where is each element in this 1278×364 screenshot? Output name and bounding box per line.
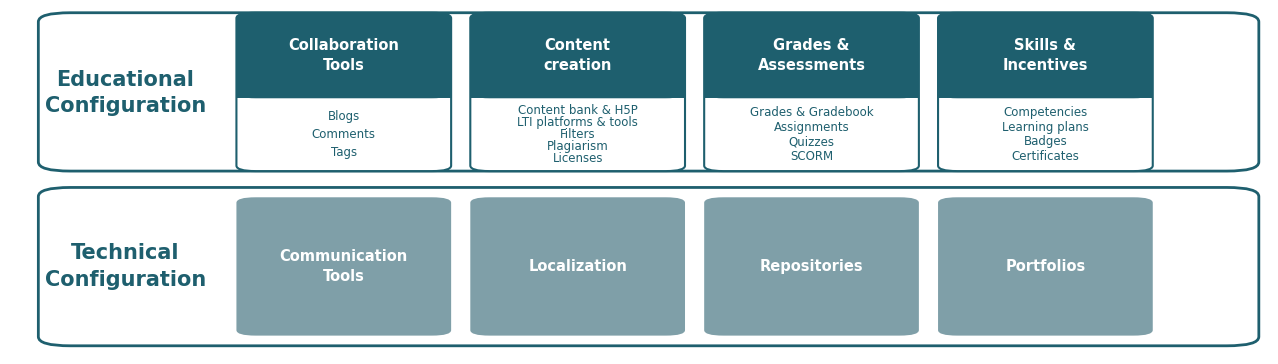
Bar [704,55,919,98]
FancyBboxPatch shape [470,13,685,171]
Text: Skills &
Incentives: Skills & Incentives [1003,39,1088,72]
Text: LTI platforms & tools: LTI platforms & tools [518,116,638,129]
Text: Assignments: Assignments [773,121,850,134]
Text: SCORM: SCORM [790,150,833,163]
FancyBboxPatch shape [236,13,451,171]
FancyBboxPatch shape [938,13,1153,171]
Text: Collaboration
Tools: Collaboration Tools [289,39,399,72]
FancyBboxPatch shape [704,13,919,171]
Text: Educational
Configuration: Educational Configuration [45,70,206,116]
FancyBboxPatch shape [236,197,451,336]
Text: Technical
Configuration: Technical Configuration [45,243,206,290]
Text: Localization: Localization [528,259,627,274]
Text: Filters: Filters [560,128,596,141]
FancyBboxPatch shape [704,197,919,336]
FancyBboxPatch shape [470,197,685,336]
Text: Grades &
Assessments: Grades & Assessments [758,39,865,72]
Text: Grades & Gradebook: Grades & Gradebook [750,106,873,119]
Bar [938,55,1153,98]
FancyBboxPatch shape [938,197,1153,336]
Text: Competencies: Competencies [1003,106,1088,119]
Text: Plagiarism: Plagiarism [547,140,608,153]
Text: Badges: Badges [1024,135,1067,149]
FancyBboxPatch shape [704,13,919,98]
Text: Tags: Tags [331,146,357,159]
Text: Repositories: Repositories [759,259,864,274]
Text: Licenses: Licenses [552,153,603,166]
Text: Quizzes: Quizzes [789,135,835,149]
FancyBboxPatch shape [236,13,451,98]
FancyBboxPatch shape [38,13,1259,171]
Bar [236,55,451,98]
FancyBboxPatch shape [470,13,685,98]
Text: Communication
Tools: Communication Tools [280,249,408,284]
FancyBboxPatch shape [38,187,1259,346]
Text: Content bank & H5P: Content bank & H5P [518,104,638,117]
Text: Certificates: Certificates [1011,150,1080,163]
Text: Content
creation: Content creation [543,39,612,72]
Text: Learning plans: Learning plans [1002,121,1089,134]
FancyBboxPatch shape [938,13,1153,98]
Text: Comments: Comments [312,128,376,141]
Text: Blogs: Blogs [327,110,360,123]
Bar [470,55,685,98]
Text: Portfolios: Portfolios [1006,259,1085,274]
